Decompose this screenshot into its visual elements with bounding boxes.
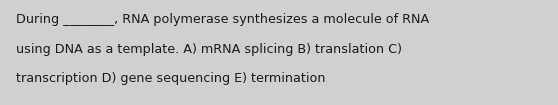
Text: transcription D) gene sequencing E) termination: transcription D) gene sequencing E) term… [16,72,325,85]
Text: using DNA as a template. A) mRNA splicing B) translation C): using DNA as a template. A) mRNA splicin… [16,43,402,56]
Text: During ________, RNA polymerase synthesizes a molecule of RNA: During ________, RNA polymerase synthesi… [16,13,429,26]
